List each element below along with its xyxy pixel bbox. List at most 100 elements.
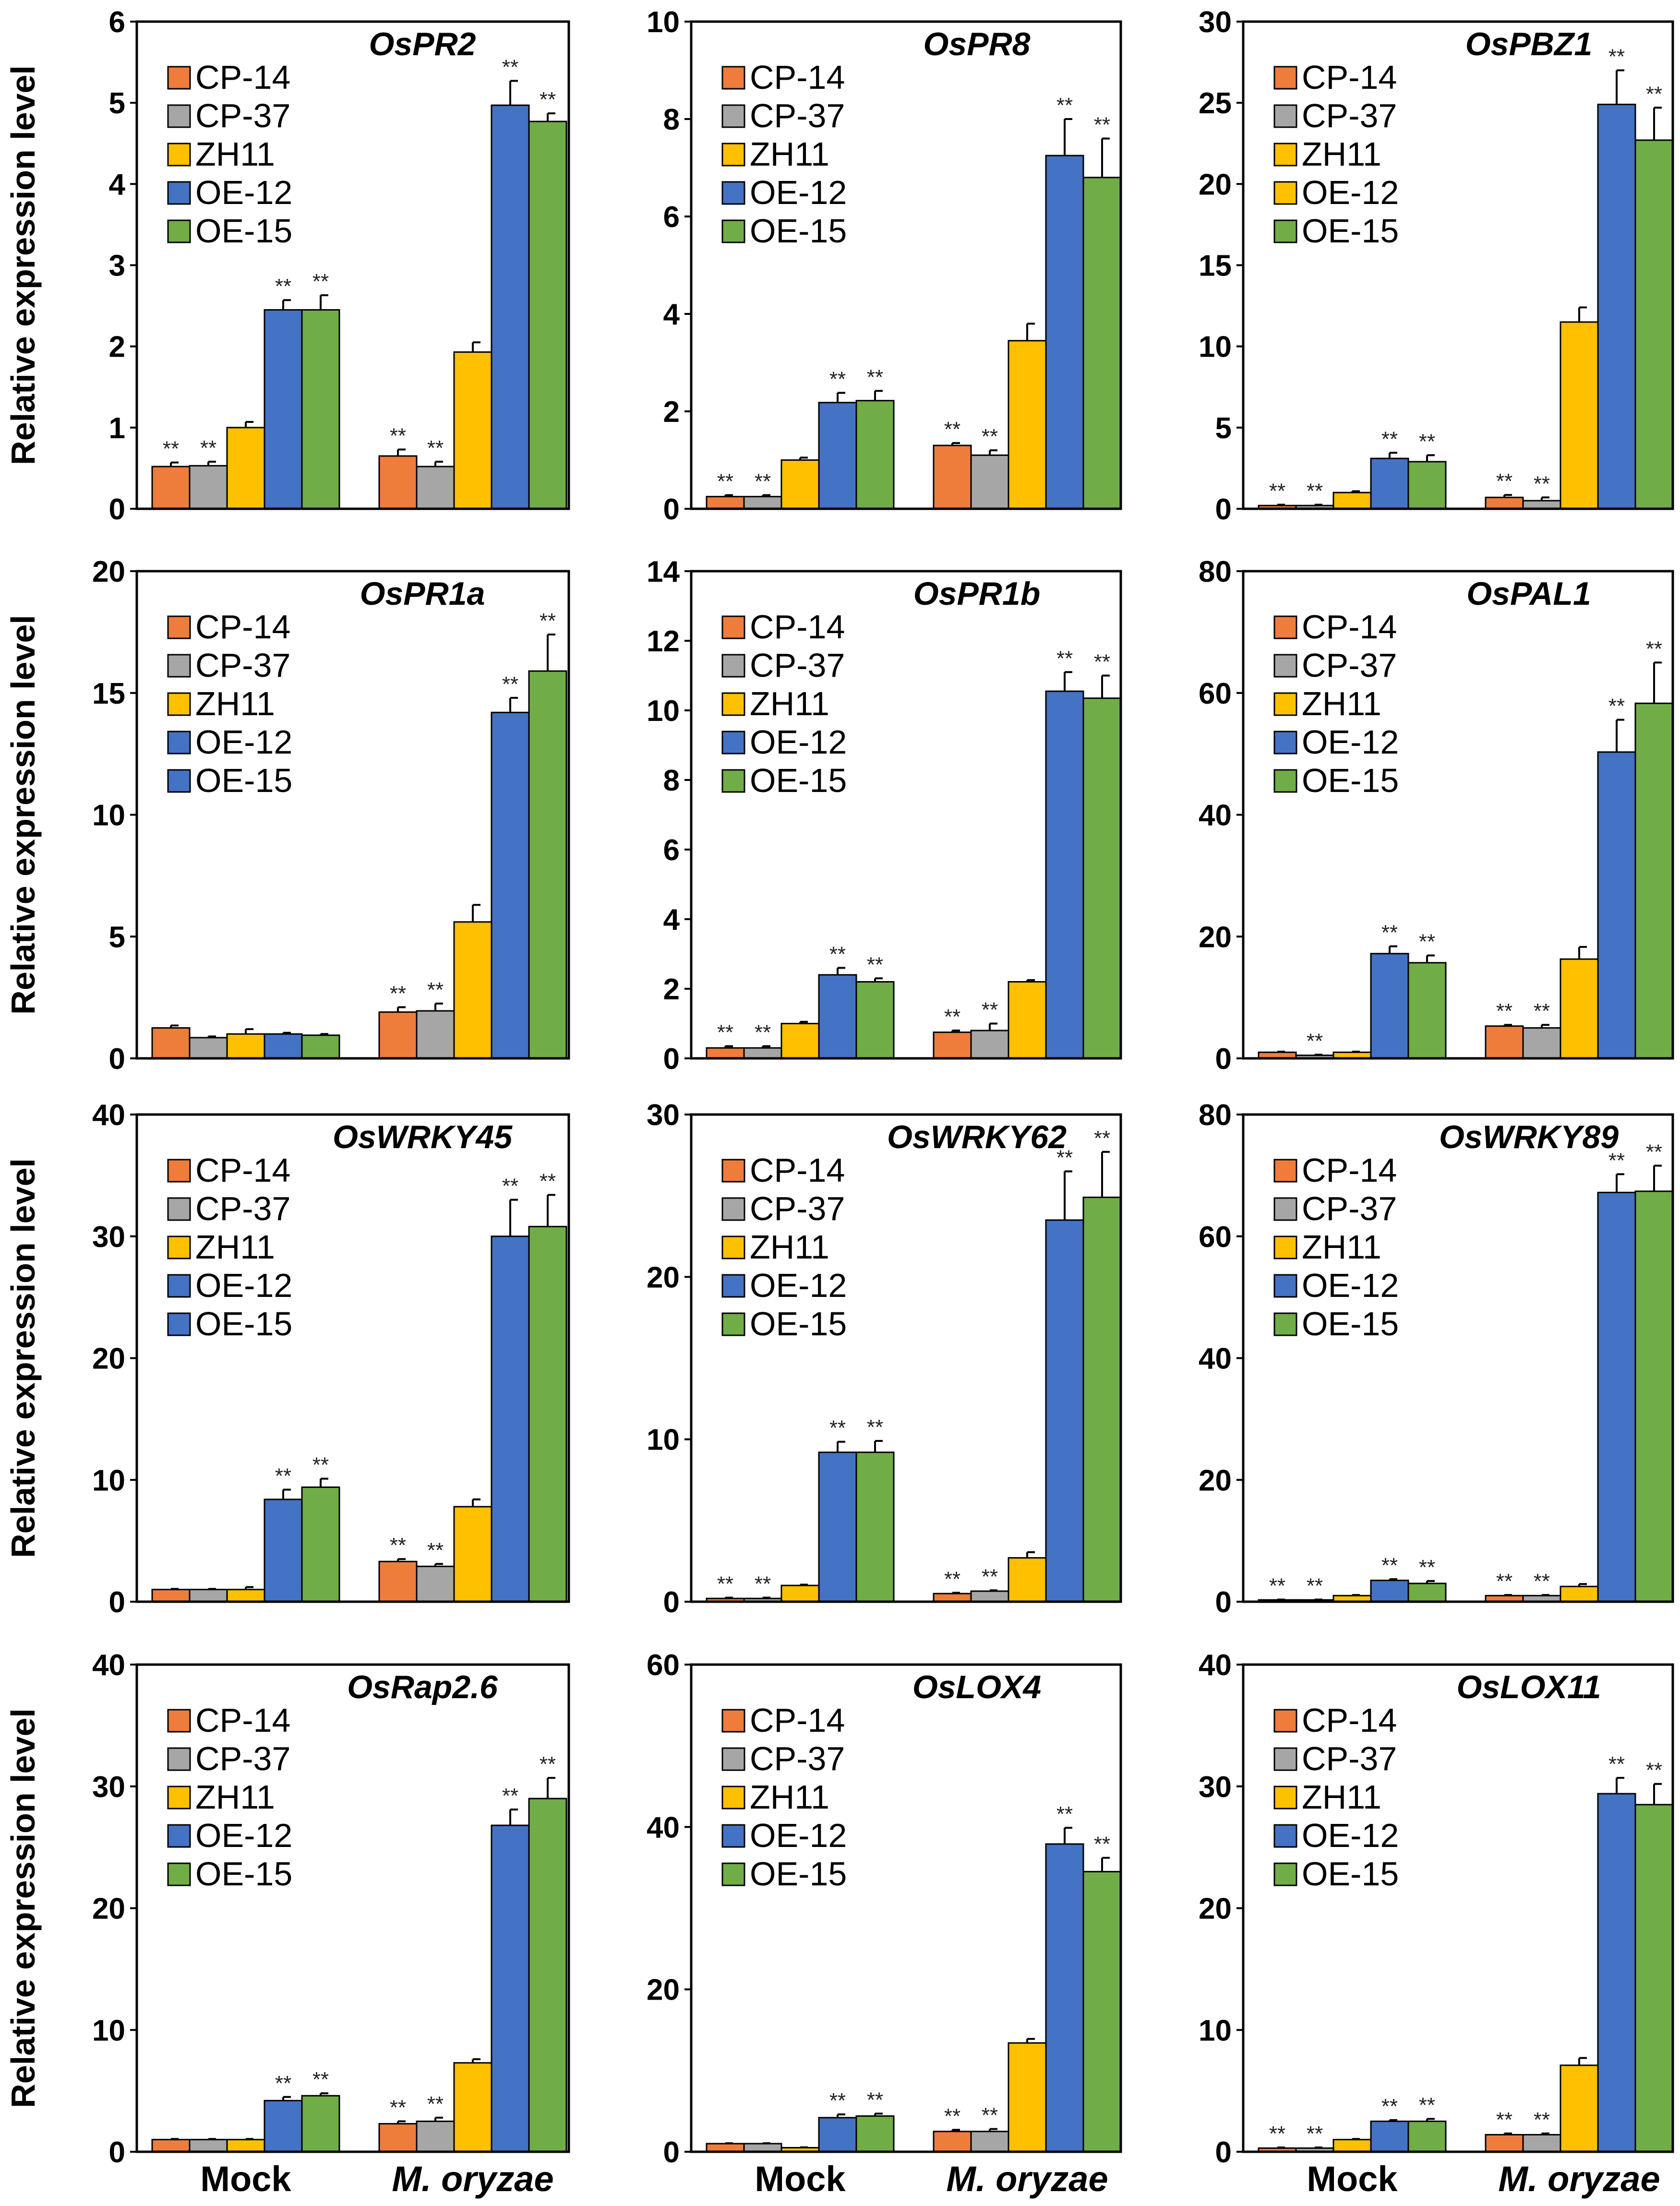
significance-mark: ** — [829, 2089, 846, 2112]
bar-cp-37-m-oryzae — [416, 2121, 455, 2153]
bar-cp-14-mock — [151, 466, 191, 510]
legend-label-cp-14: CP-14 — [195, 59, 290, 96]
chart-title: OsLOX11 — [1456, 1669, 1601, 1705]
y-tick-label: 0 — [663, 493, 680, 526]
y-tick-label: 20 — [1199, 168, 1232, 201]
y-tick-label: 6 — [663, 834, 680, 867]
significance-mark: ** — [982, 1565, 998, 1588]
bar-oe-12-mock — [1370, 1580, 1409, 1603]
legend-label-oe-15: OE-15 — [1302, 212, 1399, 250]
significance-mark: ** — [427, 436, 444, 460]
legend-label-oe-12: OE-12 — [750, 723, 847, 761]
legend-label-cp-37: CP-37 — [195, 647, 290, 684]
y-tick-label: 20 — [1199, 1893, 1232, 1926]
x-group-label-m-oryzae: M. oryzae — [946, 2159, 1108, 2199]
bar-oe-12-mock — [264, 1499, 303, 1603]
significance-mark: ** — [1269, 480, 1285, 503]
legend-label-zh11: ZH11 — [1302, 685, 1381, 722]
legend-label-oe-15: OE-15 — [1302, 1855, 1399, 1893]
y-axis-label: Relative expression level — [4, 65, 42, 465]
plot-frame — [690, 570, 1122, 1060]
chart-panel-ospal1: 0 20 40 60 80 ** ** ** ** ** ** ** OsPAL1 CP-14CP-37Z… — [1199, 555, 1674, 1076]
y-tick-label: 30 — [647, 1099, 680, 1132]
bar-cp-14-m-oryzae — [933, 444, 972, 510]
y-tick-label: 30 — [92, 1771, 125, 1804]
significance-mark: ** — [944, 1567, 960, 1591]
chart-panel-oswrky45: 0 10 20 30 40 ** ** ** ** ** ** OsWRKY45 CP-14CP-37Z… — [92, 1099, 570, 1619]
legend-swatch-oe-12 — [1273, 1274, 1297, 1298]
bar-oe-12-mock — [818, 2117, 857, 2153]
significance-mark: ** — [755, 1021, 771, 1044]
legend-swatch-oe-15 — [721, 769, 745, 793]
significance-mark: ** — [540, 88, 556, 111]
legend-label-zh11: ZH11 — [750, 685, 829, 722]
legend-label-cp-14: CP-14 — [1302, 1151, 1397, 1189]
bar-oe-12-mock — [818, 974, 857, 1059]
bar-cp-14-m-oryzae — [378, 1011, 418, 1059]
y-tick-label: 2 — [663, 973, 680, 1006]
legend-label-oe-15: OE-15 — [195, 1305, 292, 1343]
legend-swatch-cp-37 — [721, 104, 745, 128]
legend-label-cp-14: CP-14 — [1302, 1702, 1397, 1739]
legend-label-cp-14: CP-14 — [750, 1702, 845, 1739]
y-tick-label: 60 — [1199, 677, 1232, 710]
x-group-label-mock: Mock — [200, 2159, 291, 2199]
bar-cp-14-mock — [151, 2139, 191, 2153]
legend-swatch-cp-14 — [167, 1159, 191, 1183]
significance-mark: ** — [200, 436, 216, 460]
y-tick-label: 5 — [109, 921, 125, 954]
y-tick-label: 0 — [109, 2136, 125, 2169]
significance-mark: ** — [275, 275, 291, 298]
plot-frame — [1242, 570, 1674, 1060]
significance-mark: ** — [390, 424, 406, 448]
legend-label-oe-12: OE-12 — [1302, 723, 1399, 761]
bar-oe-12-mock — [264, 309, 303, 510]
significance-mark: ** — [1269, 2122, 1285, 2146]
significance-mark: ** — [427, 978, 444, 1002]
legend-label-zh11: ZH11 — [195, 1778, 275, 1816]
legend-swatch-zh11 — [167, 143, 191, 167]
y-tick-label: 10 — [647, 6, 680, 39]
bar-oe-15-mock — [301, 2095, 340, 2153]
y-tick-label: 30 — [1199, 6, 1232, 39]
x-group-label-mock: Mock — [1307, 2159, 1398, 2199]
legend-label-cp-37: CP-37 — [750, 97, 845, 134]
significance-mark: ** — [502, 672, 518, 696]
bar-cp-37-m-oryzae — [970, 454, 1009, 510]
legend-label-oe-15: OE-15 — [195, 212, 292, 250]
y-tick-label: 8 — [663, 103, 680, 136]
significance-mark: ** — [1419, 430, 1435, 453]
significance-mark: ** — [540, 1169, 556, 1193]
significance-mark: ** — [829, 1416, 846, 1440]
significance-mark: ** — [1381, 921, 1398, 945]
legend-swatch-oe-15 — [721, 1312, 745, 1336]
bar-cp-37-m-oryzae — [970, 2131, 1009, 2153]
bar-zh11-mock — [780, 459, 820, 510]
bar-oe-15-mock — [855, 981, 895, 1059]
legend-swatch-oe-12 — [167, 1824, 191, 1848]
bar-oe-12-m-oryzae — [1597, 1793, 1636, 2153]
chart-panel-ospr8: 0 2 4 6 8 10 ** ** ** ** ** ** ** ** OsPR8 CP-14CP-37ZH… — [647, 6, 1122, 526]
legend-label-cp-37: CP-37 — [1302, 1190, 1397, 1227]
bar-cp-37-mock — [743, 2143, 782, 2153]
bar-zh11-m-oryzae — [453, 921, 492, 1059]
bar-cp-14-m-oryzae — [378, 2123, 418, 2153]
bar-oe-12-mock — [264, 2099, 303, 2153]
legend-swatch-oe-15 — [167, 1862, 191, 1886]
bar-oe-12-mock — [818, 402, 857, 510]
x-group-label-mock: Mock — [755, 2159, 846, 2199]
legend-swatch-oe-12 — [1273, 1824, 1297, 1848]
legend-swatch-cp-14 — [721, 1709, 745, 1733]
bar-oe-15-mock — [1407, 1583, 1447, 1603]
bar-zh11-m-oryzae — [453, 2062, 492, 2153]
legend-label-zh11: ZH11 — [750, 1778, 829, 1816]
y-tick-label: 10 — [1199, 331, 1232, 364]
legend-label-cp-14: CP-14 — [195, 1702, 290, 1739]
legend-swatch-cp-14 — [167, 1709, 191, 1733]
legend-swatch-zh11 — [167, 1235, 191, 1259]
legend-label-oe-12: OE-12 — [750, 1267, 847, 1304]
bar-oe-15-mock — [301, 1034, 340, 1059]
legend-label-cp-37: CP-37 — [195, 97, 290, 134]
bar-oe-12-m-oryzae — [491, 711, 530, 1059]
